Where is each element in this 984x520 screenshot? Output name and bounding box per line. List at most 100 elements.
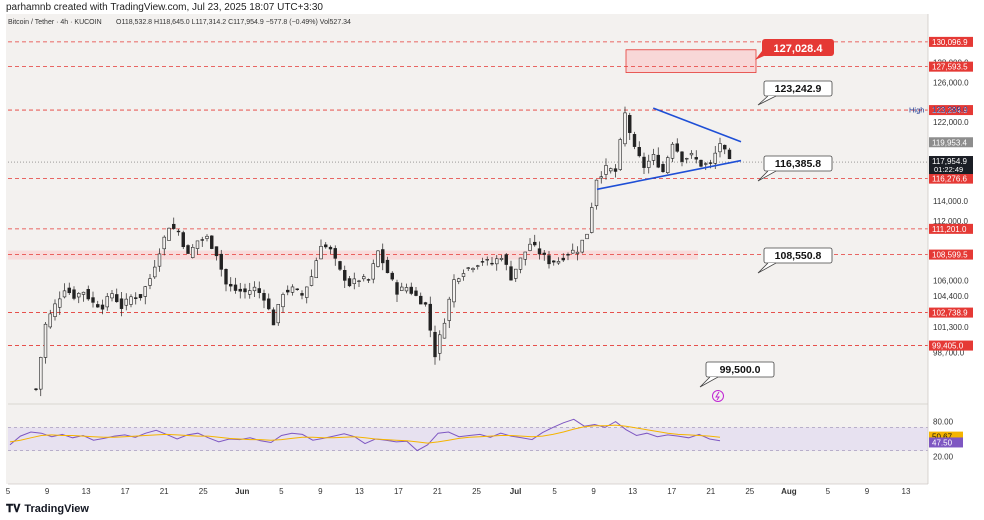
candle-body (476, 265, 480, 267)
candle-body (290, 286, 295, 293)
callout-116385[interactable]: 116,385.8 (757, 155, 833, 182)
tradingview-logo-icon: 𝐓𝐕 (6, 503, 21, 515)
candle-body (585, 233, 589, 240)
candle-body (447, 298, 451, 321)
candle-body (537, 248, 542, 255)
level-tag-0-bg (929, 36, 973, 47)
candle-body (314, 260, 318, 279)
rsi-ma-line (9, 424, 721, 444)
candle-body (675, 143, 679, 152)
candle-body (72, 289, 76, 299)
x-tick-label: 21 (160, 487, 169, 496)
callout-108550[interactable]: 108,550.8 (757, 247, 833, 274)
candle-body (309, 276, 314, 286)
target-badge[interactable]: 127,028.4 (755, 39, 834, 60)
candle-body (594, 179, 599, 207)
level-tag-3-bg (929, 173, 973, 184)
candle-body (457, 278, 461, 282)
callout-99500-box (705, 361, 775, 378)
candle-body (642, 156, 646, 168)
candle-body (186, 245, 190, 254)
level-tag-2-bg (929, 105, 973, 116)
candle-body (561, 257, 565, 261)
candle-body (157, 253, 162, 267)
candle-body (338, 261, 342, 270)
candle-body (423, 302, 428, 305)
rsi-value-tag-label: 47.50 (932, 438, 953, 447)
candle-body (86, 288, 90, 300)
y-tick-label: 114,000.0 (933, 197, 969, 206)
rsi-series-line (9, 418, 721, 452)
candle-body (670, 143, 675, 159)
candle-body (490, 262, 494, 265)
candle-body (110, 293, 114, 299)
candle-body (566, 254, 570, 256)
candle-body (257, 288, 261, 293)
candle-body (371, 263, 375, 280)
candle-body (533, 241, 537, 246)
candle-body (414, 290, 418, 296)
callout-123242-box (763, 80, 833, 97)
target-badge-bg (762, 39, 834, 56)
callout-99500[interactable]: 99,500.0 (699, 361, 775, 388)
callout-123242-label: 123,242.9 (775, 83, 822, 95)
candle-body (428, 303, 432, 331)
marker-tag-1-bg (929, 137, 973, 148)
candle-body (195, 240, 200, 249)
candle-body (499, 258, 504, 260)
candle-body (357, 280, 361, 282)
rsi-band (8, 427, 928, 451)
candle-body (452, 279, 456, 303)
last-price-label: 117,954.9 (932, 157, 968, 166)
level-tag-5-label: 108,599.5 (932, 251, 968, 260)
y-tick-label: 101,300.0 (933, 323, 969, 332)
lightning-icon[interactable] (712, 390, 724, 402)
candle-body (461, 273, 466, 277)
x-tick-label: Aug (781, 487, 797, 496)
candle-body (409, 286, 413, 294)
candle-body (704, 163, 708, 165)
tradingview-brand[interactable]: 𝐓𝐕 TradingView (6, 503, 89, 516)
x-tick-label: 9 (45, 487, 50, 496)
candle-body (547, 255, 551, 265)
attribution-text: parhamnb created with TradingView.com, J… (6, 2, 323, 13)
candle-body (267, 298, 271, 310)
y-tick-label: 98,700.0 (933, 349, 965, 358)
symbol-title: Bitcoin / Tether · 4h · KUCOIN (8, 19, 102, 26)
candle-body (400, 286, 404, 291)
candle-body (143, 286, 147, 297)
candle-body (485, 259, 489, 261)
candle-body (210, 235, 214, 249)
candle-body (162, 236, 166, 250)
candle-body (271, 309, 276, 326)
last-price-tag: 117,954.901:22:49 (929, 156, 973, 175)
candle-body (661, 164, 665, 172)
x-tick-label: Jul (510, 487, 522, 496)
x-tick-label: 9 (318, 487, 323, 496)
candle-body (466, 267, 470, 269)
candle-body (295, 288, 299, 290)
candle-body (651, 154, 656, 161)
level-tag-4-label: 111,201.0 (932, 225, 967, 234)
candle-body (134, 297, 138, 299)
candle-body (366, 279, 371, 281)
candle-body (153, 266, 157, 278)
candle-body (219, 253, 223, 270)
candle-body (575, 251, 580, 254)
callout-123242[interactable]: 123,242.9 (757, 80, 833, 106)
candle-body (438, 334, 442, 354)
high-label: High (909, 105, 924, 114)
level-tag-5: 108,599.5 (929, 249, 973, 260)
candle-body (347, 278, 352, 287)
candle-body (34, 388, 38, 390)
attribution-bar: parhamnb created with TradingView.com, J… (0, 0, 984, 14)
candle-body (376, 250, 380, 267)
candle-body (200, 239, 204, 241)
candle-body (390, 272, 394, 280)
rsi-ma-tag-label: 50.67 (932, 433, 953, 442)
marker-tag-1: 119,953.4 (929, 137, 973, 148)
candle-body (214, 246, 219, 257)
target-badge-label: 127,028.4 (774, 43, 824, 55)
